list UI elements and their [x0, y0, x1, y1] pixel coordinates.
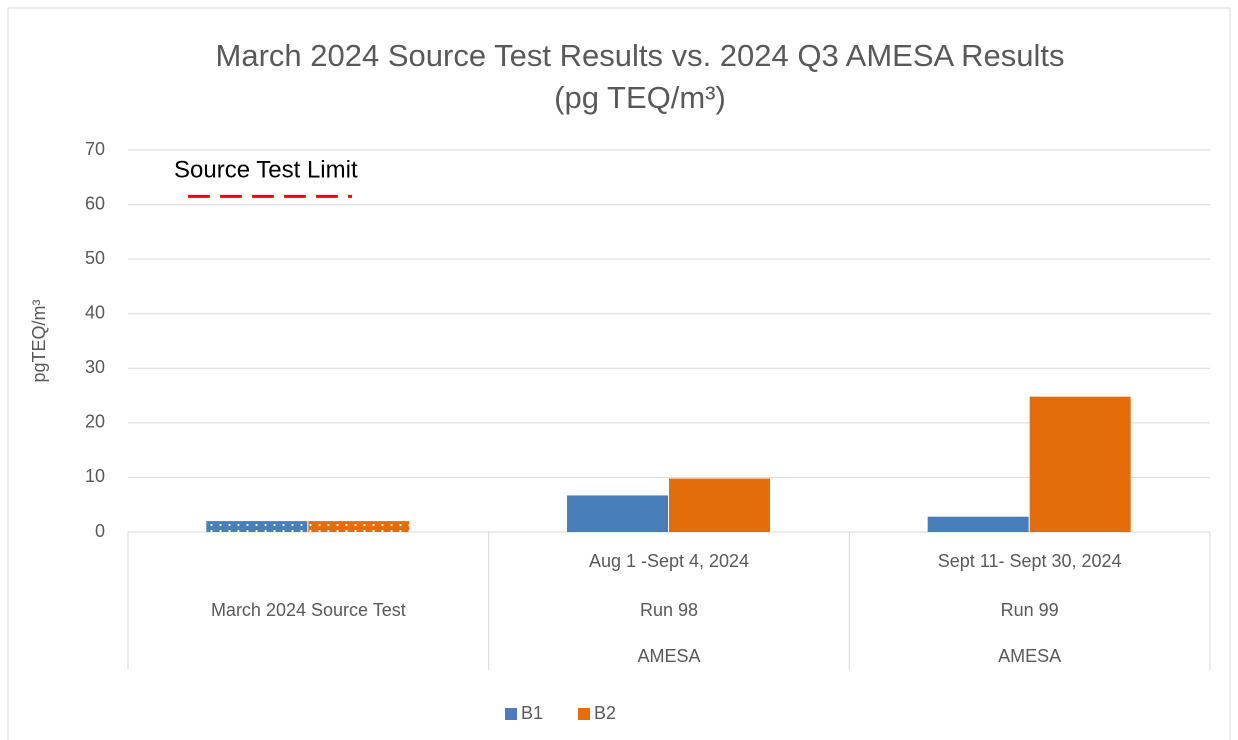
y-tick-label: 10 [85, 466, 105, 486]
annotation: Source Test Limit [174, 157, 358, 184]
y-tick-label: 30 [85, 357, 105, 377]
x-tick-label: Sept 11- Sept 30, 2024 [938, 551, 1122, 571]
bar [1029, 396, 1131, 532]
y-tick-label: 70 [85, 139, 105, 159]
bar-pattern [308, 521, 410, 532]
bar [567, 495, 668, 532]
legend-swatch [578, 708, 590, 720]
bar-pattern [206, 521, 308, 532]
x-tick-label: March 2024 Source Test [211, 600, 406, 620]
bar [669, 478, 770, 532]
x-tick-label: Aug 1 -Sept 4, 2024 [589, 551, 749, 571]
bar [927, 516, 1029, 532]
y-tick-label: 40 [85, 302, 105, 322]
y-tick-label: 50 [85, 248, 105, 268]
y-tick-label: 60 [85, 193, 105, 213]
y-tick-label: 20 [85, 412, 105, 432]
legend-swatch [505, 708, 517, 720]
chart-border [7, 7, 1231, 740]
y-tick-label: 0 [95, 521, 105, 541]
legend-label: B2 [594, 703, 616, 723]
x-tick-label: AMESA [637, 646, 700, 666]
x-tick-label: AMESA [998, 646, 1061, 666]
y-axis-label: pgTEQ/m³ [29, 299, 49, 382]
x-tick-label: Run 98 [640, 600, 698, 620]
chart-subtitle: (pg TEQ/m³) [554, 80, 726, 115]
x-tick-label: Run 99 [1001, 600, 1059, 620]
chart-title: March 2024 Source Test Results vs. 2024 … [216, 38, 1065, 73]
legend-label: B1 [521, 703, 543, 723]
